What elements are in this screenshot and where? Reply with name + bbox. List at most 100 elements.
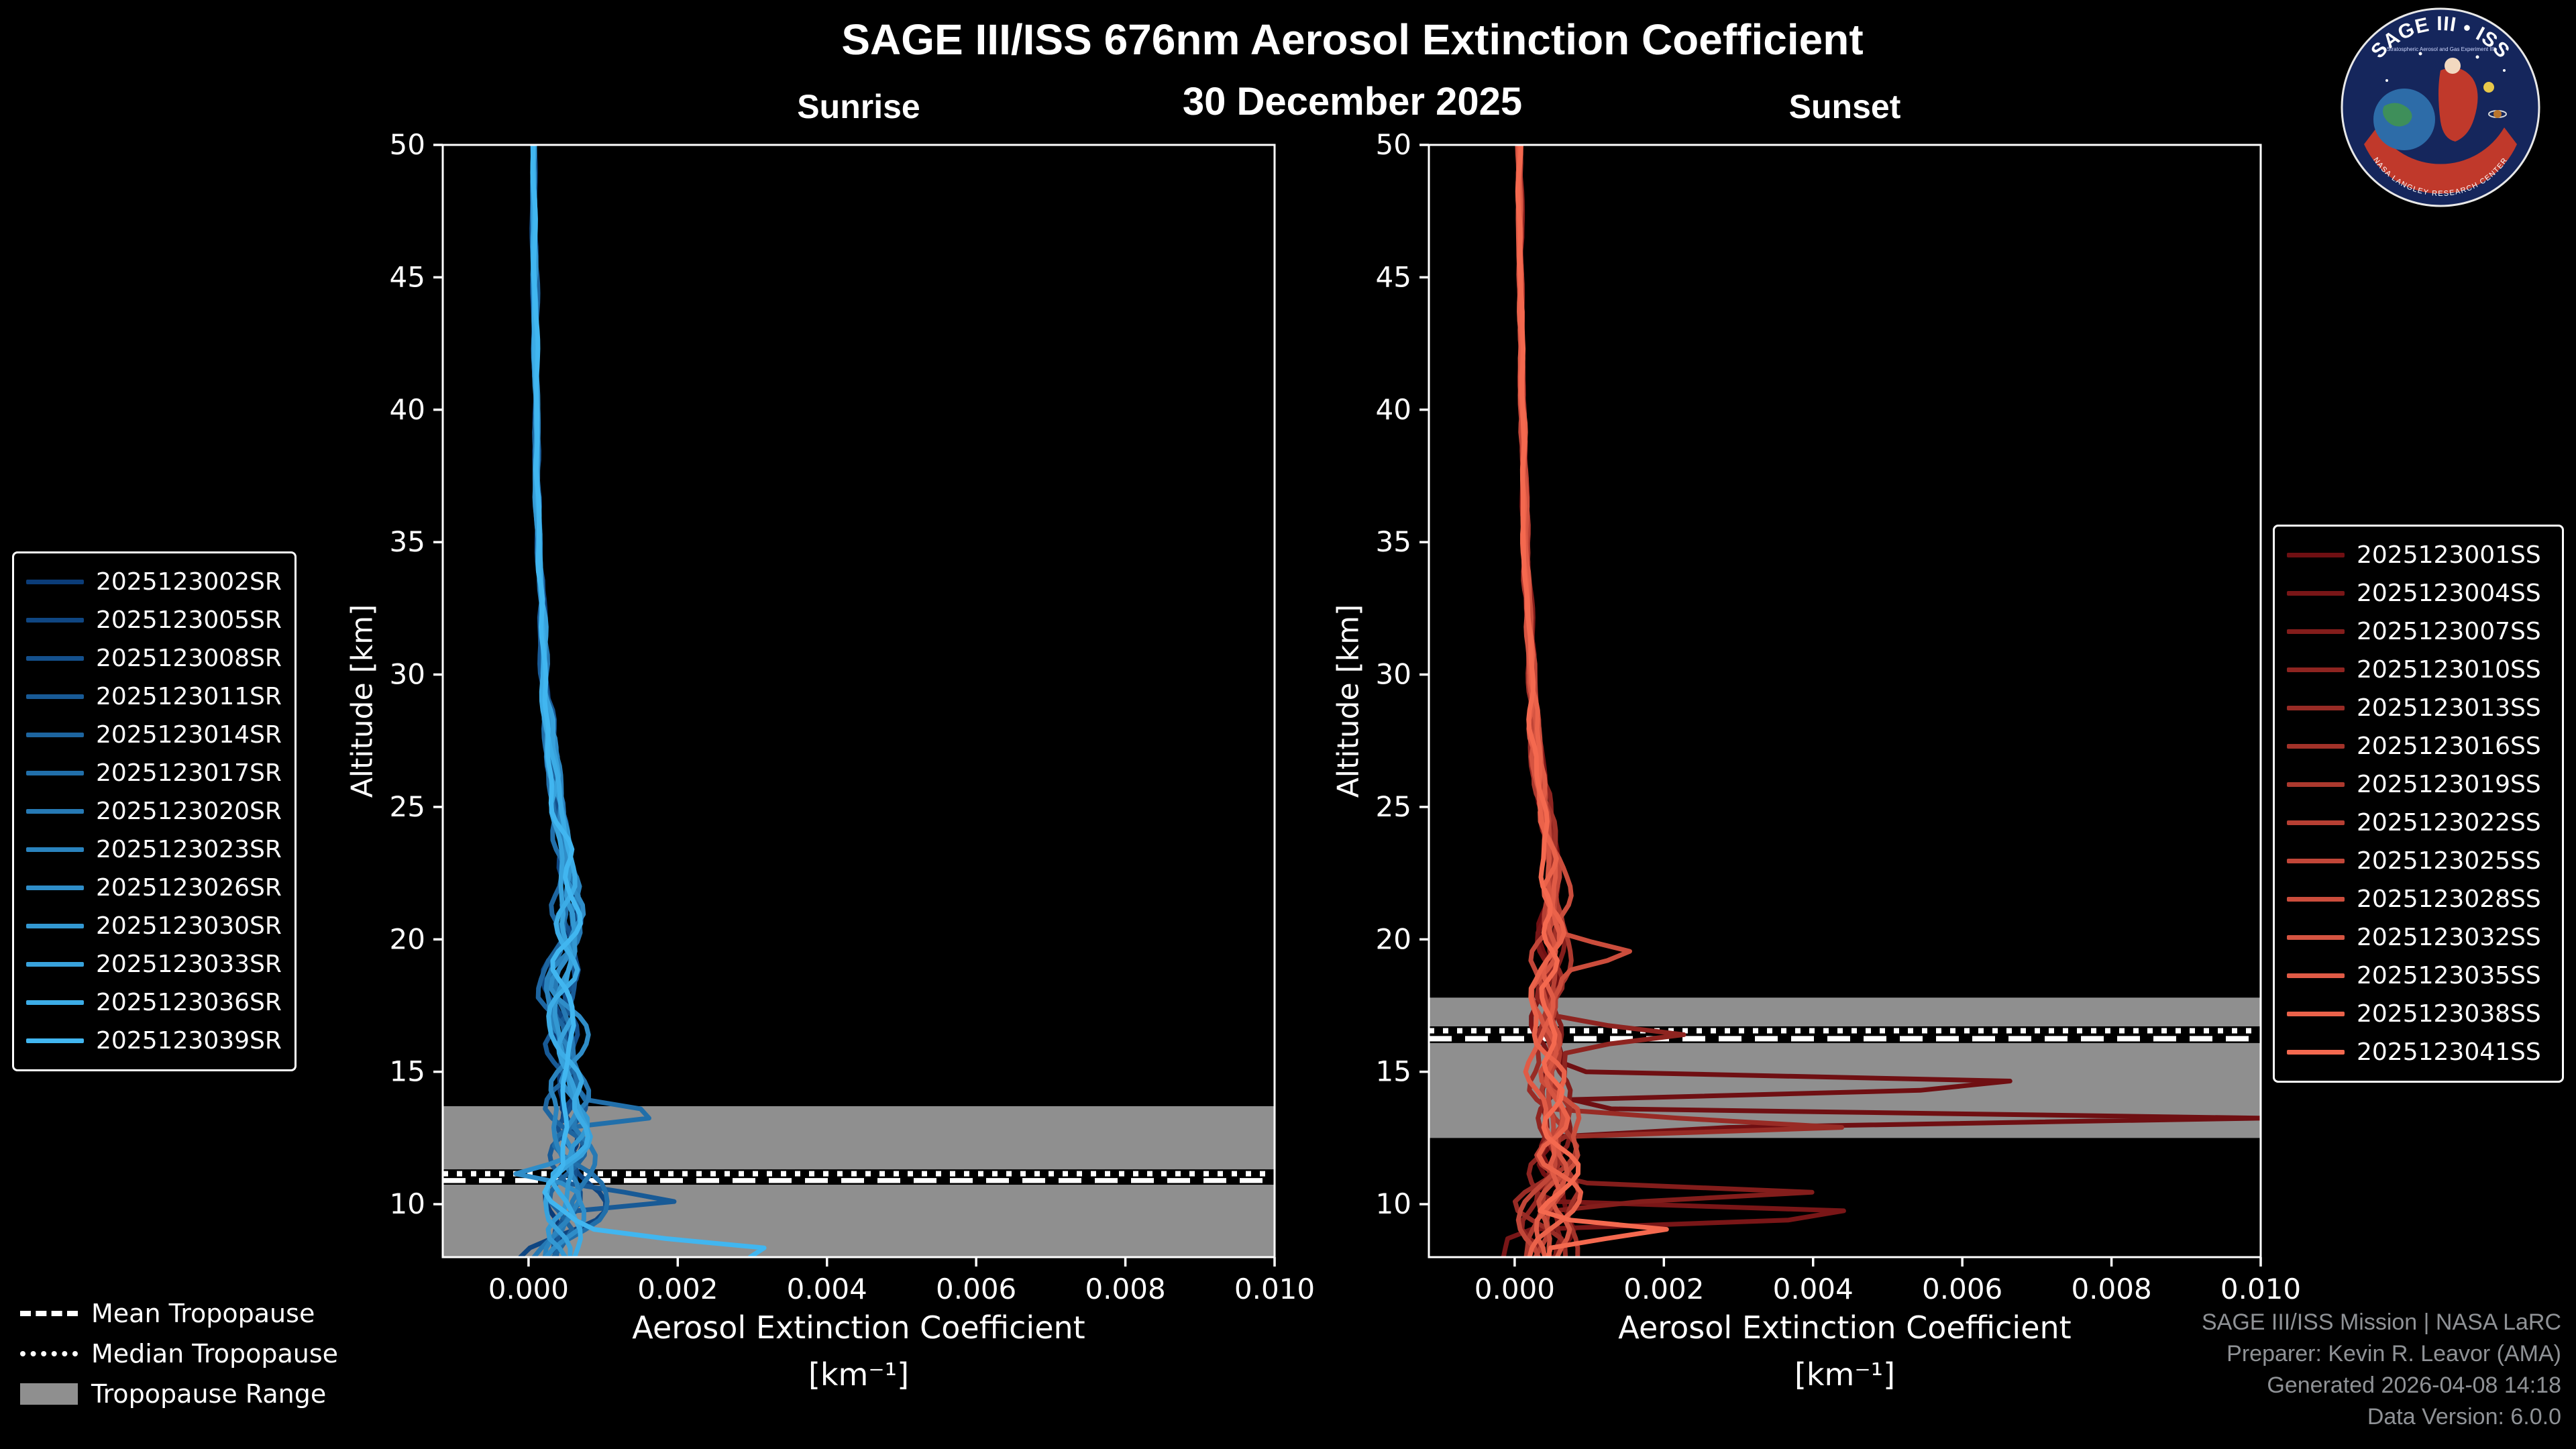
median-tropopause-legend-item: Median Tropopause	[20, 1334, 338, 1374]
logo-subtitle: Stratospheric Aerosol and Gas Experiment…	[2387, 46, 2494, 52]
credits-block: SAGE III/ISS Mission | NASA LaRC Prepare…	[2202, 1307, 2561, 1433]
legend-label: 2025123039SR	[96, 1027, 282, 1055]
y-tick-label: 25	[1376, 790, 1411, 823]
legend-item-2025123013SS: 2025123013SS	[2287, 689, 2550, 727]
dotted-line-swatch	[20, 1351, 78, 1356]
y-tick-label: 20	[1376, 922, 1411, 955]
legend-label: 2025123030SR	[96, 912, 282, 940]
legend-label: 2025123023SR	[96, 836, 282, 863]
legend-line-swatch	[2287, 1050, 2345, 1055]
legend-line-swatch	[2287, 973, 2345, 978]
y-tick-label: 10	[1376, 1187, 1411, 1220]
x-tick-label: 0.002	[1623, 1273, 1704, 1305]
figure-title: SAGE III/ISS 676nm Aerosol Extinction Co…	[841, 15, 1864, 64]
y-tick-label: 35	[390, 525, 425, 558]
x-tick-label: 0.006	[936, 1273, 1016, 1305]
legend-label: 2025123025SS	[2357, 847, 2541, 875]
legend-label: 2025123033SR	[96, 951, 282, 978]
legend-line-swatch	[2287, 591, 2345, 596]
legend-label: 2025123041SS	[2357, 1038, 2541, 1066]
legend-label: 2025123038SS	[2357, 1000, 2541, 1028]
legend-label: 2025123016SS	[2357, 733, 2541, 760]
credit-data-version: Data Version: 6.0.0	[2367, 1404, 2561, 1430]
legend-line-swatch	[26, 924, 84, 928]
legend-line-swatch	[26, 694, 84, 699]
legend-item-2025123032SS: 2025123032SS	[2287, 918, 2550, 957]
legend-line-swatch	[26, 656, 84, 661]
legend-label: 2025123020SR	[96, 798, 282, 825]
y-tick-label: 30	[1376, 658, 1411, 691]
legend-label: 2025123005SR	[96, 606, 282, 634]
legend-item-2025123028SS: 2025123028SS	[2287, 880, 2550, 918]
legend-line-swatch	[26, 618, 84, 623]
legend-label: 2025123010SS	[2357, 656, 2541, 684]
legend-item-2025123007SS: 2025123007SS	[2287, 612, 2550, 651]
figure-date: 30 December 2025	[1182, 80, 1523, 123]
legend-line-swatch	[2287, 782, 2345, 787]
x-tick-label: 0.002	[637, 1273, 718, 1305]
sunset-event-legend: 2025123001SS 2025123004SS 2025123007SS 2025…	[2273, 525, 2564, 1083]
legend-label: 2025123028SS	[2357, 885, 2541, 913]
sunrise-panel: 10 15 20 25 30 35 40 45 50 0.000 0.002 0.004 0.006 0.…	[390, 128, 1316, 1305]
logo-figure	[2438, 68, 2478, 142]
sunrise-event-legend: 2025123002SR 2025123005SR 2025123008SR 2025…	[12, 551, 297, 1071]
y-tick-label: 40	[390, 393, 425, 426]
legend-line-swatch	[2287, 859, 2345, 863]
credit-mission: SAGE III/ISS Mission | NASA LaRC	[2201, 1309, 2561, 1335]
y-tick-label: 25	[390, 790, 425, 823]
legend-line-swatch	[2287, 667, 2345, 672]
legend-item-2025123039SR: 2025123039SR	[26, 1022, 282, 1060]
legend-item-2025123005SR: 2025123005SR	[26, 601, 282, 639]
legend-label: 2025123035SS	[2357, 962, 2541, 989]
legend-label: 2025123019SS	[2357, 771, 2541, 798]
legend-label: 2025123011SR	[96, 683, 282, 710]
y-tick-label: 30	[390, 658, 425, 691]
legend-line-swatch	[26, 962, 84, 967]
legend-item-2025123001SS: 2025123001SS	[2287, 536, 2550, 574]
legend-label: 2025123007SS	[2357, 618, 2541, 645]
sunrise-x-axis-label: Aerosol Extinction Coefficient	[632, 1309, 1085, 1346]
axes-frame	[1428, 144, 2262, 1258]
sunset-x-axis-label: Aerosol Extinction Coefficient	[1618, 1309, 2072, 1346]
legend-label: 2025123026SR	[96, 874, 282, 902]
y-tick-label: 50	[390, 128, 425, 161]
legend-line-swatch	[2287, 1012, 2345, 1016]
legend-label: 2025123002SR	[96, 568, 282, 596]
legend-line-swatch	[2287, 897, 2345, 902]
legend-label: 2025123013SS	[2357, 694, 2541, 722]
x-tick-label: 0.000	[488, 1273, 569, 1305]
x-tick-label: 0.010	[2220, 1273, 2301, 1305]
legend-item-2025123030SR: 2025123030SR	[26, 907, 282, 945]
legend-label: 2025123004SS	[2357, 580, 2541, 607]
x-tick-label: 0.008	[2071, 1273, 2151, 1305]
legend-item-2025123038SS: 2025123038SS	[2287, 995, 2550, 1033]
dashed-line-swatch	[20, 1311, 78, 1316]
legend-line-swatch	[2287, 706, 2345, 710]
legend-item-2025123014SR: 2025123014SR	[26, 716, 282, 754]
logo-red-ring	[2364, 127, 2517, 194]
x-tick-label: 0.006	[1922, 1273, 2002, 1305]
legend-item-2025123035SS: 2025123035SS	[2287, 957, 2550, 995]
sage-iii-iss-logo: SAGE III • ISS Stratospheric Aerosol and…	[2341, 7, 2540, 207]
y-tick-label: 45	[390, 260, 425, 293]
legend-label: 2025123017SR	[96, 759, 282, 787]
legend-line-swatch	[2287, 553, 2345, 557]
legend-item-2025123011SR: 2025123011SR	[26, 678, 282, 716]
legend-label: 2025123008SR	[96, 645, 282, 672]
legend-item-2025123036SR: 2025123036SR	[26, 983, 282, 1022]
tropopause-range-label: Tropopause Range	[91, 1379, 327, 1409]
legend-label: 2025123014SR	[96, 721, 282, 749]
sunset-x-axis-units: [km⁻¹]	[1794, 1356, 1896, 1393]
median-tropopause-label: Median Tropopause	[91, 1339, 338, 1368]
x-tick-label: 0.000	[1474, 1273, 1555, 1305]
legend-label: 2025123022SS	[2357, 809, 2541, 837]
profile-2025123039SR	[530, 145, 767, 1257]
tropopause-range-legend-item: Tropopause Range	[20, 1374, 338, 1414]
legend-line-swatch	[26, 847, 84, 852]
legend-item-2025123008SR: 2025123008SR	[26, 639, 282, 678]
tropopause-legend: Mean Tropopause Median Tropopause Tropop…	[20, 1293, 338, 1414]
legend-line-swatch	[26, 771, 84, 775]
legend-item-2025123025SS: 2025123025SS	[2287, 842, 2550, 880]
